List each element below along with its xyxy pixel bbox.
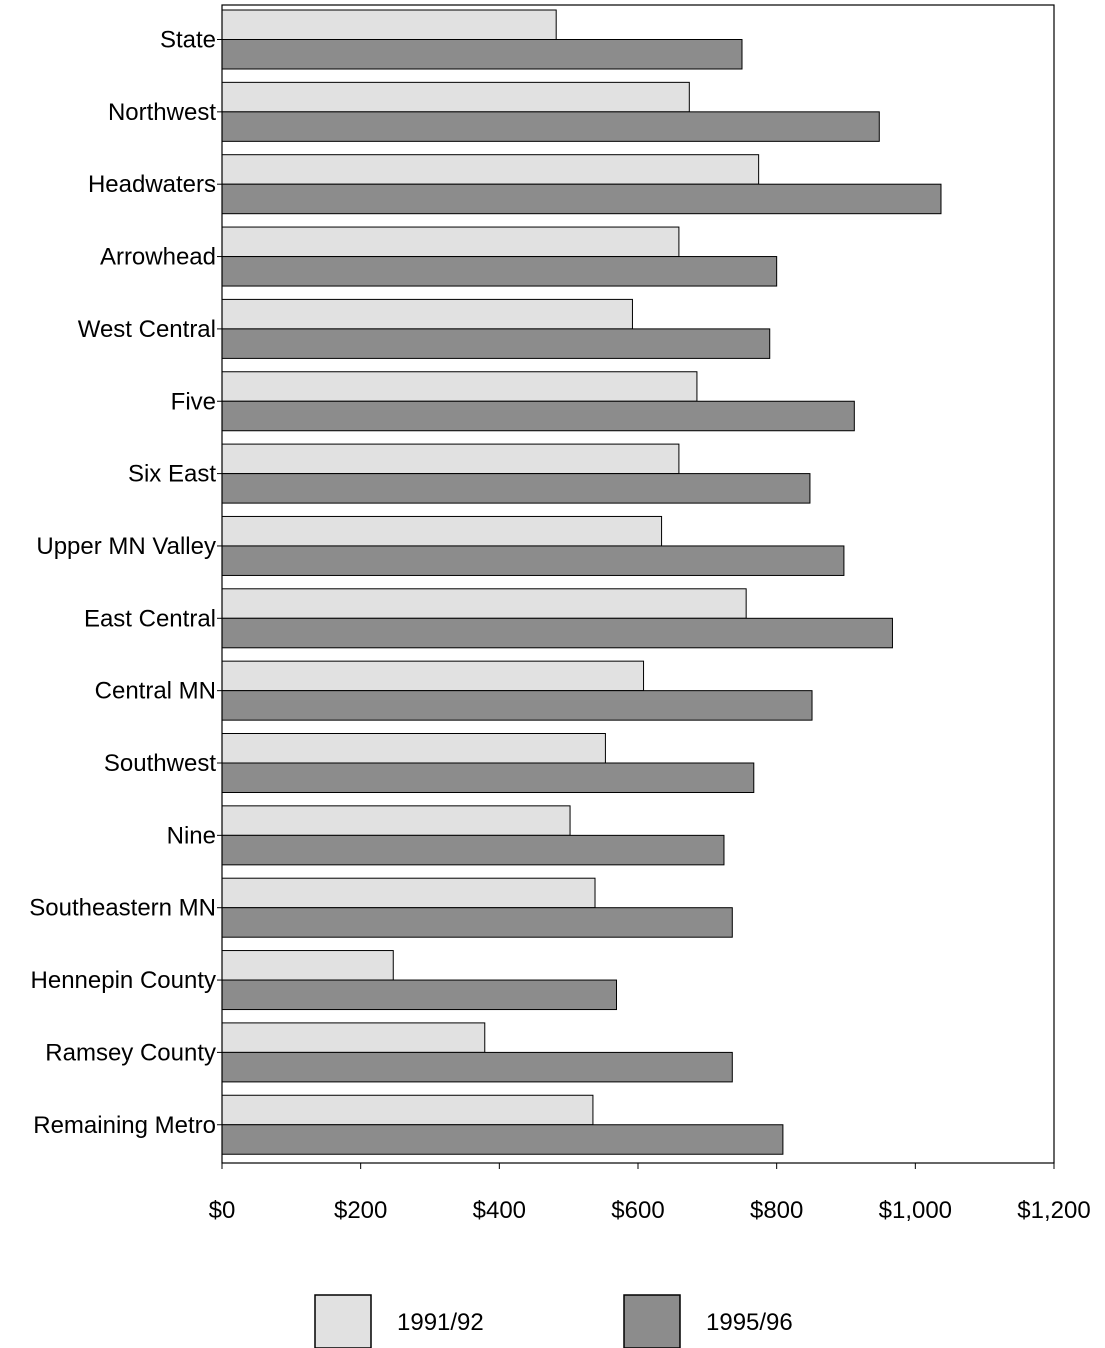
- bar-199596-northwest: [221, 111, 880, 142]
- bar-199596-five: [221, 400, 855, 432]
- bar-199596-southeastern-mn: [221, 907, 733, 938]
- category-label: State: [160, 27, 216, 54]
- category-label: Nine: [167, 822, 216, 849]
- bar-199596-ramsey-county: [221, 1051, 733, 1083]
- bar-199596-six-east: [221, 473, 811, 504]
- bar-199596-west-central: [221, 328, 771, 359]
- legend: 1991/92 1995/96: [314, 1294, 793, 1348]
- category-label: Central MN: [95, 678, 216, 705]
- x-tick-label: $200: [334, 1197, 387, 1224]
- bar-199192-remaining-metro: [221, 1094, 594, 1126]
- legend-label: 1995/96: [706, 1309, 793, 1336]
- category-label: Southwest: [104, 750, 216, 777]
- bar-199192-nine: [221, 805, 571, 836]
- x-tick-label: $1,000: [879, 1197, 952, 1224]
- category-label: Five: [171, 388, 216, 415]
- bars-group: [221, 9, 942, 1155]
- category-label: Headwaters: [88, 171, 216, 198]
- bar-199192-arrowhead: [221, 226, 680, 258]
- bar-199596-arrowhead: [221, 256, 778, 287]
- bar-199192-west-central: [221, 298, 633, 330]
- bar-199192-six-east: [221, 443, 680, 475]
- bar-199596-nine: [221, 834, 725, 866]
- category-label: Ramsey County: [45, 1039, 216, 1066]
- bar-199596-headwaters: [221, 183, 942, 215]
- bar-199192-east-central: [221, 588, 747, 619]
- legend-swatch-199596: [623, 1294, 681, 1348]
- category-label: West Central: [78, 316, 216, 343]
- bar-199192-southeastern-mn: [221, 877, 596, 909]
- bar-199192-hennepin-county: [221, 950, 394, 981]
- bar-199192-southwest: [221, 733, 606, 764]
- bar-199596-remaining-metro: [221, 1124, 784, 1155]
- bar-199192-northwest: [221, 81, 690, 113]
- bar-199596-upper-mn-valley: [221, 545, 845, 576]
- category-label: Arrowhead: [100, 244, 216, 271]
- category-label: East Central: [84, 605, 216, 632]
- category-label: Six East: [128, 461, 216, 488]
- category-label: Northwest: [108, 99, 216, 126]
- legend-swatch-199192: [314, 1294, 372, 1348]
- bar-199596-southwest: [221, 762, 755, 793]
- bar-199596-state: [221, 39, 743, 70]
- bar-199192-upper-mn-valley: [221, 515, 663, 547]
- bar-199596-east-central: [221, 617, 893, 649]
- category-label: Hennepin County: [31, 967, 216, 994]
- x-tick-label: $1,200: [1017, 1197, 1090, 1224]
- bar-199192-headwaters: [221, 154, 760, 185]
- legend-label: 1991/92: [397, 1309, 484, 1336]
- bar-199192-ramsey-county: [221, 1022, 486, 1053]
- category-label: Upper MN Valley: [36, 533, 216, 560]
- bar-199596-hennepin-county: [221, 979, 618, 1011]
- category-label: Southeastern MN: [29, 895, 216, 922]
- x-tick-label: $400: [473, 1197, 526, 1224]
- bar-199192-central-mn: [221, 660, 645, 692]
- x-tick-label: $800: [750, 1197, 803, 1224]
- bar-199192-state: [221, 9, 557, 40]
- x-tick-label: $0: [209, 1197, 236, 1224]
- bar-199192-five: [221, 371, 698, 402]
- x-tick-label: $600: [611, 1197, 664, 1224]
- x-axis: $0 $200 $400 $600 $800 $1,000 $1,200: [209, 1163, 1091, 1224]
- category-label: Remaining Metro: [33, 1112, 216, 1139]
- category-labels: State Northwest Headwaters Arrowhead West Ce…: [29, 27, 222, 1139]
- bar-199596-central-mn: [221, 690, 813, 721]
